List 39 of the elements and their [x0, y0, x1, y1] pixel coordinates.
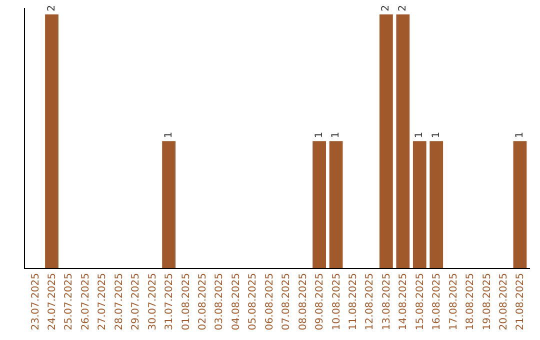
x-tick-label: 29.07.2025: [130, 273, 142, 330]
x-tick-label: 08.08.2025: [298, 273, 309, 330]
x-tick-label: 04.08.2025: [230, 273, 242, 330]
x-tick-label: 03.08.2025: [214, 273, 226, 330]
x-tick-label: 02.08.2025: [198, 273, 208, 330]
x-tick-label: 19.08.2025: [482, 273, 493, 330]
data-label: 2: [380, 4, 392, 12]
data-label: 1: [414, 132, 426, 138]
x-tick-label: 12.08.2025: [364, 273, 376, 330]
x-tick-label: 31.07.2025: [164, 273, 176, 330]
x-tick-label: 28.07.2025: [114, 273, 125, 330]
x-tick-label: 20.08.2025: [498, 273, 510, 330]
data-label: 1: [514, 132, 526, 138]
x-tick-label: 11.08.2025: [348, 273, 359, 330]
x-tick-label: 05.08.2025: [248, 273, 259, 330]
x-tick-label: 24.07.2025: [47, 273, 58, 330]
x-tick-label: 14.08.2025: [398, 273, 410, 330]
x-tick-label: 09.08.2025: [314, 273, 326, 330]
data-label: 1: [330, 132, 342, 138]
x-tick-label: 30.07.2025: [147, 273, 158, 330]
x-tick-label: 06.08.2025: [264, 273, 276, 330]
x-tick-label: 17.08.2025: [448, 273, 460, 330]
x-tick-label: 25.07.2025: [64, 273, 75, 330]
data-label: 2: [46, 4, 58, 12]
data-label: 1: [430, 132, 442, 138]
x-tick-label: 16.08.2025: [432, 273, 443, 330]
data-label: 1: [314, 132, 325, 138]
data-label: 2: [397, 4, 408, 12]
x-tick-label: 13.08.2025: [381, 273, 392, 330]
x-tick-label: 01.08.2025: [180, 273, 192, 330]
x-tick-label: 23.07.2025: [30, 273, 42, 330]
x-tick-label: 18.08.2025: [465, 273, 476, 330]
data-label: 1: [163, 132, 174, 138]
x-tick-label: 21.08.2025: [515, 273, 526, 330]
x-tick-label: 26.07.2025: [80, 273, 92, 330]
x-tick-label: 07.08.2025: [281, 273, 292, 330]
x-tick-label: 10.08.2025: [331, 273, 342, 330]
x-tick-label: 27.07.2025: [97, 273, 108, 330]
x-tick-label: 15.08.2025: [414, 273, 426, 330]
